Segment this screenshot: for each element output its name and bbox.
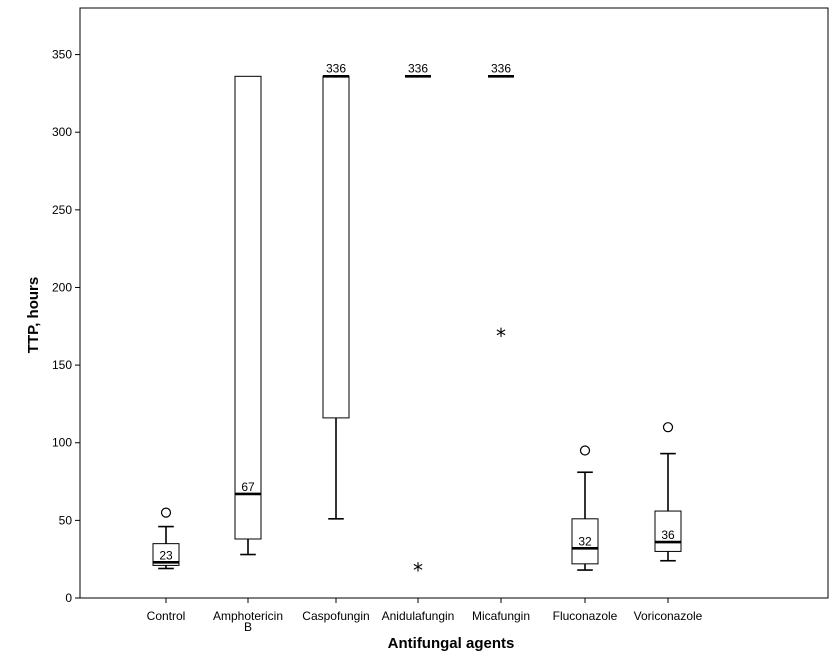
y-tick-label: 200 [52,280,72,294]
box-group: 23 [152,507,180,570]
y-tick-label: 300 [52,125,72,139]
iqr-box [322,75,350,419]
box-group: 67 [234,75,262,556]
median-value-label: 67 [241,480,255,494]
outlier-circle [579,445,591,456]
x-category-label: Amphotericin B [213,609,283,634]
y-tick-label: 350 [52,48,72,62]
outlier-circle [662,422,674,433]
median-value-label: 336 [326,61,346,75]
y-axis-title: TTP, hours [25,277,42,353]
x-category-label: Control [147,609,186,623]
plot-frame [79,7,829,599]
y-tick-label: 150 [52,358,72,372]
box-group: 32 [571,445,599,571]
box-group: 36 [654,422,682,562]
x-category-label: Anidulafungin [382,609,455,623]
x-category-label: Caspofungin [302,609,369,623]
iqr-box [234,75,262,540]
extreme-outlier-star: * [496,324,506,348]
box-group: 336 [322,61,350,520]
box-group: 336 * [405,61,431,583]
box-group: 336 * [488,61,514,348]
x-category-label: Fluconazole [553,609,618,623]
y-tick-label: 0 [65,591,72,605]
x-category-label: Voriconazole [634,609,703,623]
median-value-label: 336 [491,61,511,75]
y-tick-label: 250 [52,203,72,217]
median-value-label: 32 [578,534,592,548]
x-axis-title: Antifungal agents [388,635,515,652]
median-value-label: 36 [661,528,675,542]
y-tick-label: 100 [52,436,72,450]
outlier-circle [160,507,172,518]
median-value-label: 336 [408,61,428,75]
y-tick-label: 50 [59,513,73,527]
x-category-label: Micafungin [472,609,530,623]
extreme-outlier-star: * [413,559,423,583]
iqr-box [654,510,682,552]
iqr-box [571,518,599,565]
iqr-box [152,543,180,566]
median-value-label: 23 [159,548,173,562]
